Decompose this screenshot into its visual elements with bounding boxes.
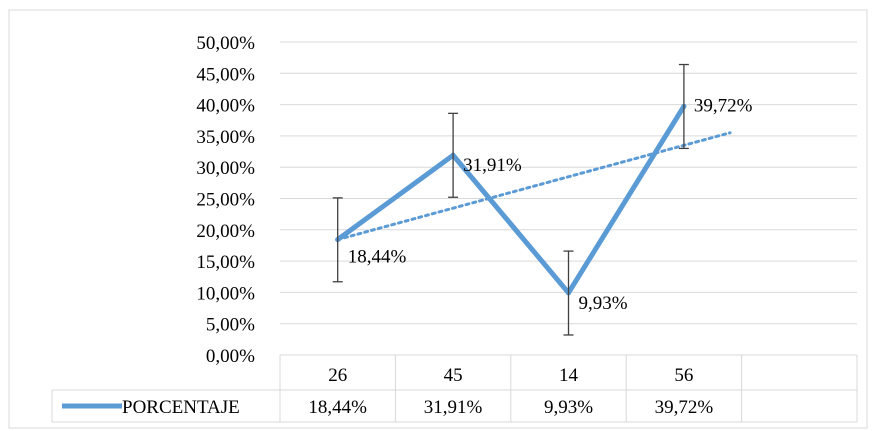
trendline xyxy=(336,131,732,242)
y-tick-label: 50,00% xyxy=(196,33,255,54)
gridlines xyxy=(280,41,857,325)
y-tick-label: 25,00% xyxy=(196,190,255,211)
trendline-line xyxy=(336,131,732,242)
error-bars xyxy=(332,63,689,336)
y-tick-label: 15,00% xyxy=(196,252,255,273)
legend-series-name: PORCENTAJE xyxy=(122,397,240,418)
category-label: 45 xyxy=(444,365,463,386)
table-value-cell: 18,44% xyxy=(308,397,367,418)
category-label: 14 xyxy=(559,365,579,386)
y-tick-label: 40,00% xyxy=(196,96,255,117)
y-tick-label: 35,00% xyxy=(196,127,255,148)
data-label: 39,72% xyxy=(694,95,753,116)
y-tick-label: 45,00% xyxy=(196,64,255,85)
category-label: 56 xyxy=(674,365,693,386)
data-labels: 18,44% 31,91% 9,93% 39,72% xyxy=(348,95,753,313)
y-tick-label: 20,00% xyxy=(196,221,255,242)
category-label: 26 xyxy=(328,365,347,386)
table-value-cell: 31,91% xyxy=(424,397,483,418)
y-tick-label: 10,00% xyxy=(196,283,255,304)
data-label: 18,44% xyxy=(348,247,407,268)
chart-frame xyxy=(8,9,868,429)
table-value-cell: 39,72% xyxy=(655,397,714,418)
series-line xyxy=(335,103,687,296)
data-label: 31,91% xyxy=(463,155,522,176)
data-table: 26 45 14 56 PORCENTAJE 18,44% 31,91% 9,93% 39,72… xyxy=(51,354,858,423)
data-label: 9,93% xyxy=(579,293,628,314)
y-tick-label: 30,00% xyxy=(196,158,255,179)
y-tick-label: 0,00% xyxy=(206,346,255,367)
y-tick-label: 5,00% xyxy=(206,315,255,336)
y-axis-tick-labels: 0,00% 5,00% 10,00% 15,00% 20,00% 25,00% 30,00%… xyxy=(196,33,255,367)
table-value-cell: 9,93% xyxy=(544,397,593,418)
